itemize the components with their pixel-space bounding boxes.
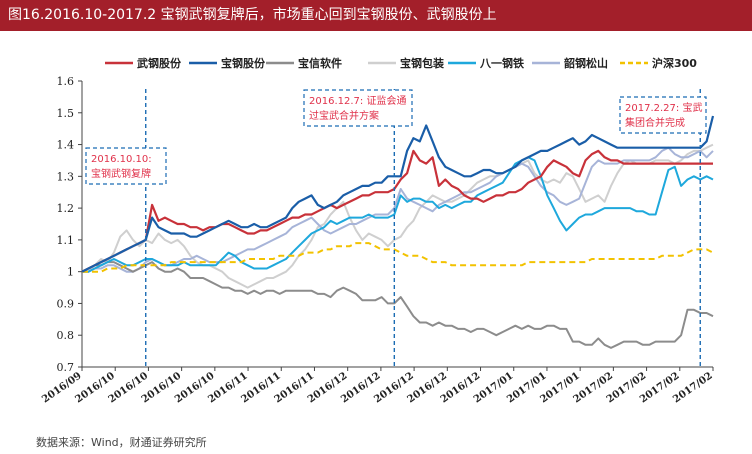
legend-label-1: 宝钢股份: [221, 56, 266, 70]
legend-label-6: 沪深300: [652, 56, 697, 70]
series-line-2: [81, 261, 714, 349]
figure-title: 图16.2016.10-2017.2 宝钢武钢复牌后，市场重心回到宝钢股份、武钢…: [8, 7, 497, 23]
y-tick-label: 0.9: [57, 297, 75, 310]
annotation-box: [85, 147, 167, 185]
y-tick-label: 1.5: [57, 107, 75, 120]
annotation-text: 2016.12.7: 证监会通: [309, 94, 406, 107]
chart-title-bar: 图16.2016.10-2017.2 宝钢武钢复牌后，市场重心回到宝钢股份、武钢…: [0, 0, 752, 31]
y-tick-label: 1.4: [57, 139, 75, 152]
legend-label-2: 宝信软件: [298, 56, 342, 70]
annotation-text: 宝钢武钢复牌: [91, 167, 151, 180]
legend-label-5: 韶钢松山: [564, 56, 608, 70]
annotation-box: [619, 96, 707, 134]
data-source-note: 数据来源：Wind，财通证券研究所: [36, 436, 207, 449]
line-chart: 0.70.80.911.11.21.31.41.51.62016/092016/…: [40, 56, 715, 406]
y-tick-label: 1: [67, 266, 74, 279]
y-tick-label: 0.7: [57, 361, 75, 374]
annotation-text: 2016.10.10:: [91, 154, 152, 165]
series-line-5: [82, 146, 714, 273]
legend-label-4: 八一钢铁: [479, 56, 524, 70]
legend-label-3: 宝钢包装: [400, 56, 444, 70]
series-line-6: [82, 242, 714, 273]
y-tick-label: 1.3: [57, 170, 75, 183]
series-line-0: [81, 149, 713, 273]
y-tick-label: 1.2: [57, 202, 75, 215]
series-layer: [81, 115, 715, 349]
y-tick-label: 0.8: [57, 329, 75, 342]
y-tick-label: 1.6: [57, 75, 75, 88]
annotation-box: [303, 89, 413, 127]
annotation-text: 集团合并完成: [625, 116, 685, 129]
legend-label-0: 武钢股份: [137, 56, 182, 70]
series-line-3: [82, 143, 714, 289]
annotation-text: 过宝武合并方案: [309, 109, 379, 122]
series-line-1: [81, 115, 715, 273]
y-tick-label: 1.1: [57, 234, 75, 247]
series-line-4: [82, 156, 714, 273]
annotation-text: 2017.2.27: 宝武: [625, 101, 702, 114]
legend: 武钢股份 宝钢股份 宝信软件 宝钢包装 八一钢铁 韶钢松山 沪深300: [105, 56, 697, 70]
